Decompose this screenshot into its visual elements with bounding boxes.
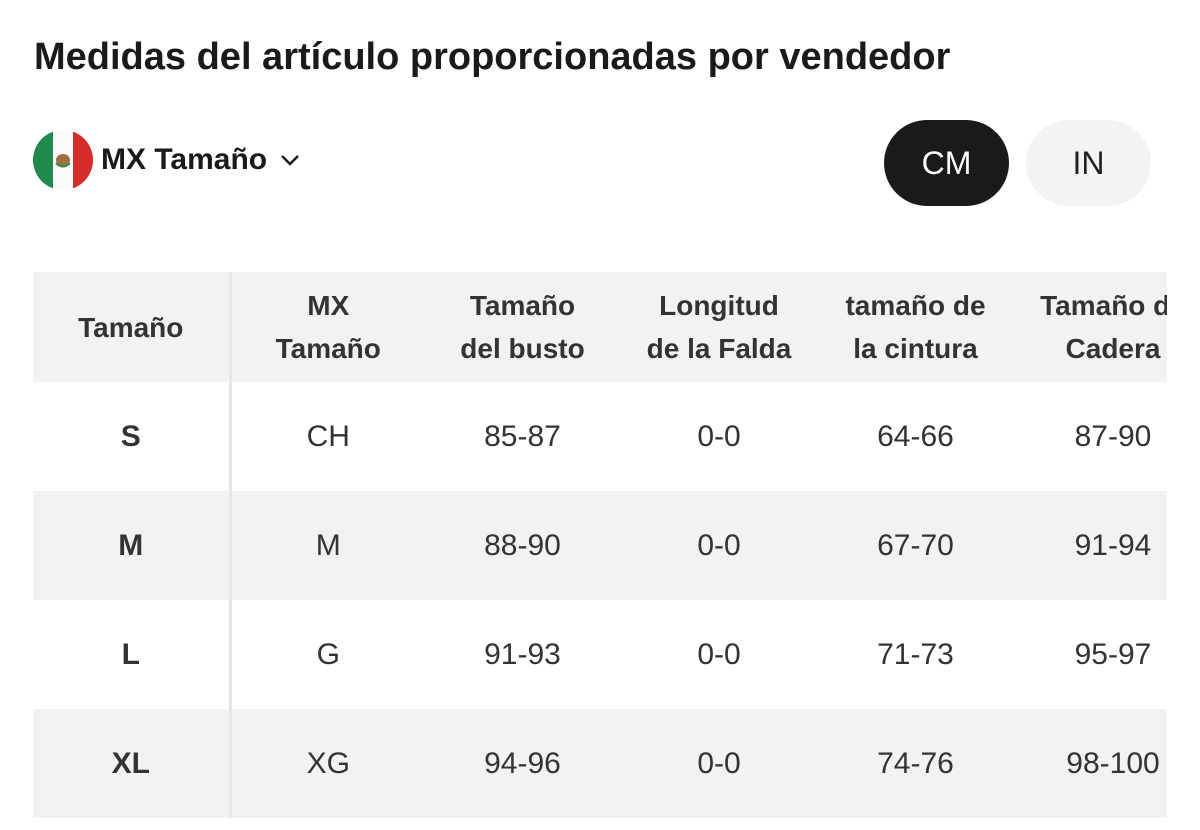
column-header-line: Tamaño [469, 290, 576, 321]
measure-cell: 85-87 [425, 382, 620, 491]
column-header-line: del busto [460, 333, 585, 364]
column-header-line: MX [307, 290, 350, 321]
unit-button-cm[interactable]: CM [884, 120, 1009, 206]
measure-cell: 88-90 [425, 491, 620, 600]
column-header: Tamaño del busto [425, 272, 620, 382]
column-header-line: Longitud [659, 290, 779, 321]
measure-cell: M [230, 491, 425, 600]
header-row: Tamaño MX Tamaño Tamaño del busto Longitud de … [33, 272, 1167, 382]
column-header: Longitud de la Falda [620, 272, 818, 382]
column-header-line: Tamaño [78, 311, 184, 343]
unit-button-in[interactable]: IN [1026, 120, 1151, 206]
measure-cell: 87-90 [1013, 382, 1167, 491]
measure-cell: 94-96 [425, 709, 620, 818]
measure-cell: CH [230, 382, 425, 491]
size-cell: XL [33, 709, 232, 818]
table-row: L G 91-93 0-0 71-73 95-97 [33, 600, 1167, 709]
size-cell: M [33, 491, 232, 600]
column-header-line: Tamaño [275, 333, 381, 364]
size-cell: L [33, 600, 232, 709]
size-selector[interactable]: MX Tamaño [33, 130, 301, 190]
column-header-line: de la Falda [646, 333, 792, 364]
column-header-line: la cintura [853, 333, 978, 364]
table-row: S CH 85-87 0-0 64-66 87-90 [33, 382, 1167, 491]
column-header: Tamaño [33, 272, 232, 382]
measure-cell: 0-0 [620, 709, 818, 818]
table-row: XL XG 94-96 0-0 74-76 98-100 [33, 709, 1167, 818]
measure-cell: 95-97 [1013, 600, 1167, 709]
size-table: Tamaño MX Tamaño Tamaño del busto Longitud de … [33, 272, 1167, 818]
measure-cell: 0-0 [620, 382, 818, 491]
column-header: tamaño de la cintura [818, 272, 1013, 382]
title: Medidas del artículo proporcionadas por … [34, 36, 951, 78]
size-cell: S [33, 382, 232, 491]
flag-mexico [33, 130, 93, 190]
size-selector-label: MX Tamaño [101, 143, 268, 176]
measure-cell: 91-93 [425, 600, 620, 709]
column-header: Tamaño de Cadera [1013, 272, 1167, 382]
measure-cell: 71-73 [818, 600, 1013, 709]
column-header: MX Tamaño [230, 272, 425, 382]
measure-cell: 98-100 [1013, 709, 1167, 818]
column-header-line: Tamaño de [1040, 290, 1167, 321]
measure-cell: 74-76 [818, 709, 1013, 818]
measure-cell: 91-94 [1013, 491, 1167, 600]
measure-cell: G [230, 600, 425, 709]
column-header-line: Cadera [1065, 333, 1161, 364]
measure-cell: XG [230, 709, 425, 818]
measure-cell: 0-0 [620, 491, 818, 600]
measure-cell: 64-66 [818, 382, 1013, 491]
chevron-down [281, 155, 300, 166]
column-header-line: tamaño de [845, 290, 986, 321]
measure-cell: 0-0 [620, 600, 818, 709]
measure-cell: 67-70 [818, 491, 1013, 600]
table: Tamaño MX Tamaño Tamaño del busto Longitud de … [33, 272, 1167, 818]
table-row: M M 88-90 0-0 67-70 91-94 [33, 491, 1167, 600]
